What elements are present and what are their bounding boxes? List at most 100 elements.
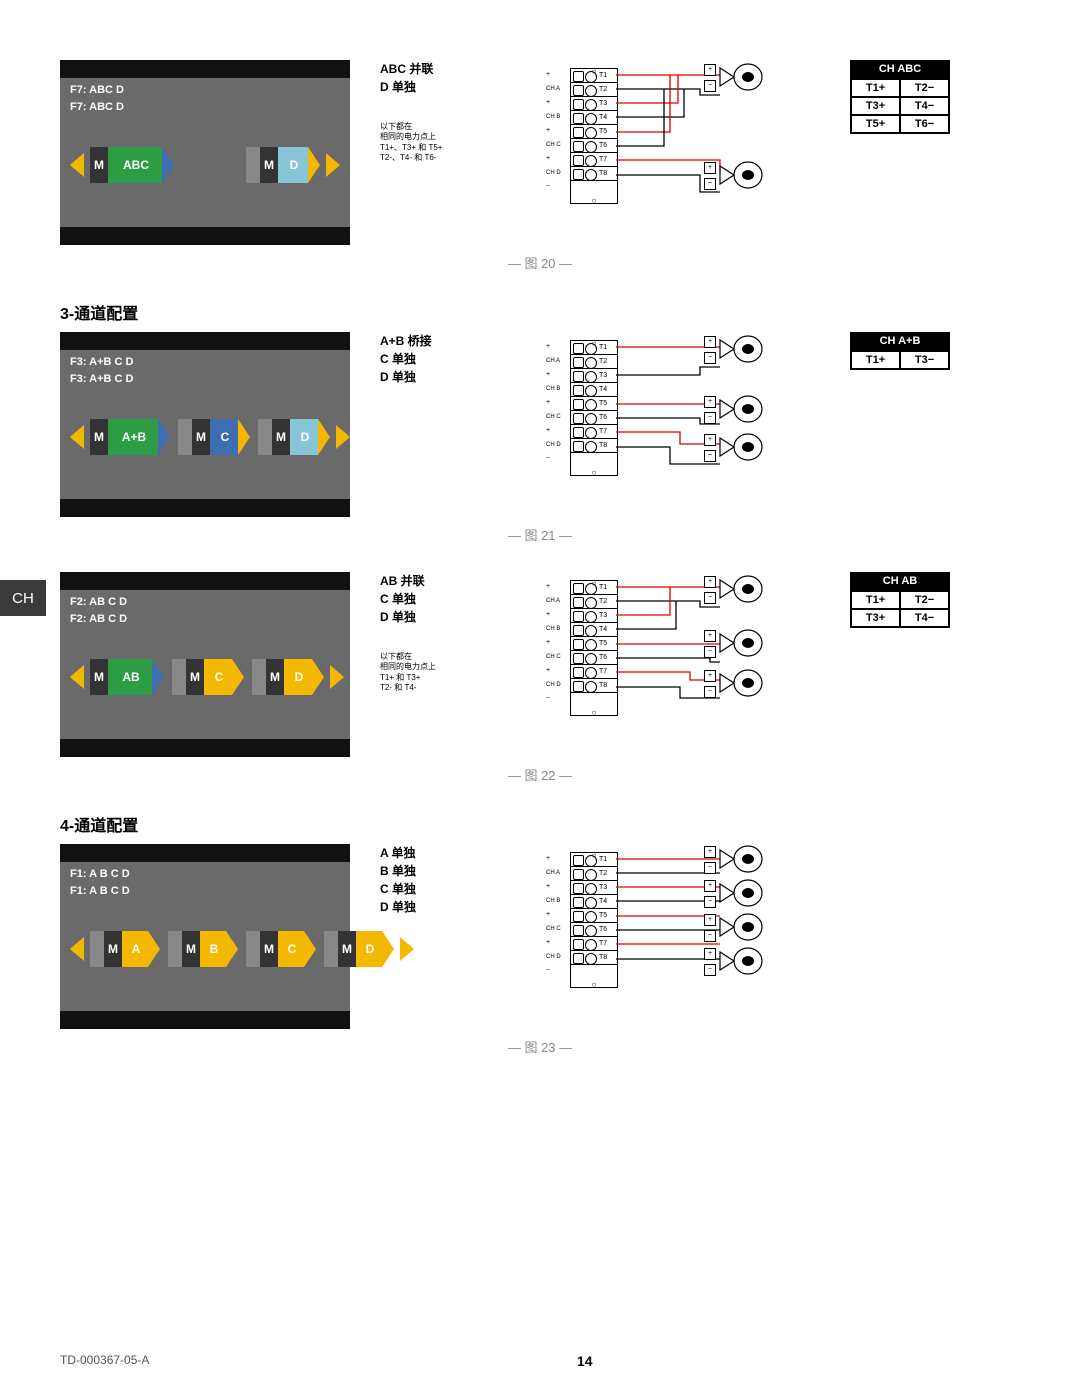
terminal-row: T4	[571, 111, 617, 125]
channel-block: MD	[246, 147, 320, 183]
polarity-minus: −	[704, 592, 716, 604]
speaker-icon	[718, 844, 764, 874]
mode-description: AB 并联C 单独D 单独以下都在相同的电力点上T1+ 和 T3+T2- 和 T…	[380, 572, 510, 694]
terminal-badge: CH ABT1+T2−T3+T4−	[850, 572, 950, 628]
polarity-plus: +	[704, 846, 716, 858]
page: CH F7: ABC DF7: ABC DMABCMDABC 并联D 单独以下都…	[0, 0, 1080, 1397]
m-tab: M	[90, 419, 108, 455]
mode-description: ABC 并联D 单独以下都在相同的电力点上T1+、T3+ 和 T5+T2-、T4…	[380, 60, 510, 164]
channel-arrow: D	[356, 931, 394, 967]
m-tab: M	[104, 931, 122, 967]
figure-row: F3: A+B C DF3: A+B C DMA+BMCMDA+B 桥接C 单独…	[60, 332, 1020, 517]
channel-arrow: D	[290, 419, 330, 455]
level-bar	[258, 419, 272, 455]
terminal-row: T2	[571, 595, 617, 609]
channel-label: +CH C−	[546, 124, 561, 152]
channel-arrow: C	[204, 659, 244, 695]
level-bar	[90, 931, 104, 967]
channel-block: MD	[258, 419, 330, 455]
badge-header: CH ABC	[850, 60, 950, 78]
terminal-row: T4	[571, 383, 617, 397]
terminal-row: T8	[571, 679, 617, 693]
channel-label: +CH B−	[546, 608, 561, 636]
wiring-diagram: +CH A−+CH B−+CH C−+CH D−T1T2T3T4T5T6T7T8…	[540, 60, 820, 210]
level-bar	[178, 419, 192, 455]
terminal-row: T3	[571, 881, 617, 895]
nav-right-icon	[336, 425, 350, 449]
channel-arrow: D	[278, 147, 320, 183]
speaker-icon	[718, 946, 764, 976]
terminal-row: T2	[571, 83, 617, 97]
level-bar	[252, 659, 266, 695]
m-tab: M	[260, 147, 278, 183]
doc-id: TD-000367-05-A	[60, 1353, 149, 1369]
badge-cell: T4−	[900, 609, 949, 627]
figure-row: F2: AB C DF2: AB C DMABMCMDAB 并联C 单独D 单独…	[60, 572, 1020, 757]
mode-line: B 单独	[380, 862, 510, 880]
nav-left-icon	[70, 153, 84, 177]
channel-label: +CH C−	[546, 396, 561, 424]
page-number: 14	[577, 1353, 593, 1369]
amp-display: F3: A+B C DF3: A+B C DMA+BMCMD	[60, 332, 350, 517]
nav-right-icon	[330, 665, 344, 689]
polarity-minus: −	[704, 896, 716, 908]
terminal-row: T5	[571, 909, 617, 923]
channel-block: MB	[168, 931, 238, 967]
display-line-1: F2: AB C D	[70, 594, 340, 611]
channel-label: +CH A−	[546, 580, 561, 608]
m-tab: M	[192, 419, 210, 455]
badge-header: CH A+B	[850, 332, 950, 350]
terminal-row: T8	[571, 951, 617, 965]
display-line-1: F3: A+B C D	[70, 354, 340, 371]
m-tab: M	[338, 931, 356, 967]
channel-block: MD	[252, 659, 324, 695]
mode-line: AB 并联	[380, 572, 510, 590]
m-tab: M	[186, 659, 204, 695]
nav-right-icon	[326, 153, 340, 177]
polarity-minus: −	[704, 964, 716, 976]
badge-cell: T1+	[851, 591, 900, 609]
terminal-row: T5	[571, 125, 617, 139]
polarity-minus: −	[704, 930, 716, 942]
badge-cell: T3+	[851, 609, 900, 627]
display-line-1: F1: A B C D	[70, 866, 340, 883]
level-bar	[168, 931, 182, 967]
polarity-plus: +	[704, 336, 716, 348]
polarity-plus: +	[704, 914, 716, 926]
badge-cell: T2−	[900, 79, 949, 97]
terminal-row: T4	[571, 895, 617, 909]
figure-caption: — 图 23 —	[60, 1037, 1020, 1056]
terminal-row: T6	[571, 411, 617, 425]
channel-block: MC	[172, 659, 244, 695]
channel-arrow: A	[122, 931, 160, 967]
channel-block: MA+B	[90, 419, 170, 455]
m-tab: M	[272, 419, 290, 455]
mode-note: 以下都在相同的电力点上T1+ 和 T3+T2- 和 T4-	[380, 652, 510, 694]
channel-block: MC	[178, 419, 250, 455]
polarity-minus: −	[704, 412, 716, 424]
badge-cell: T3+	[851, 97, 900, 115]
figure-caption: — 图 21 —	[60, 525, 1020, 544]
footer: TD-000367-05-A 14	[60, 1353, 1020, 1369]
speaker-icon	[718, 668, 764, 698]
figure-row: F7: ABC DF7: ABC DMABCMDABC 并联D 单独以下都在相同…	[60, 60, 1020, 245]
speaker-icon	[718, 628, 764, 658]
polarity-plus: +	[704, 64, 716, 76]
channel-block: MD	[324, 931, 394, 967]
polarity-minus: −	[704, 862, 716, 874]
terminal-row: T6	[571, 139, 617, 153]
terminal-row: T4	[571, 623, 617, 637]
channel-block: MC	[246, 931, 316, 967]
polarity-plus: +	[704, 948, 716, 960]
speaker-icon	[718, 912, 764, 942]
terminal-row: T2	[571, 867, 617, 881]
m-tab: M	[90, 659, 108, 695]
mode-line: ABC 并联	[380, 60, 510, 78]
mode-note: 以下都在相同的电力点上T1+、T3+ 和 T5+T2-、T4- 和 T6-	[380, 122, 510, 164]
content-area: F7: ABC DF7: ABC DMABCMDABC 并联D 单独以下都在相同…	[60, 60, 1020, 1056]
polarity-plus: +	[704, 396, 716, 408]
mode-line: D 单独	[380, 898, 510, 916]
terminal-row: T8	[571, 439, 617, 453]
mode-line: D 单独	[380, 78, 510, 96]
terminal-row: T3	[571, 609, 617, 623]
